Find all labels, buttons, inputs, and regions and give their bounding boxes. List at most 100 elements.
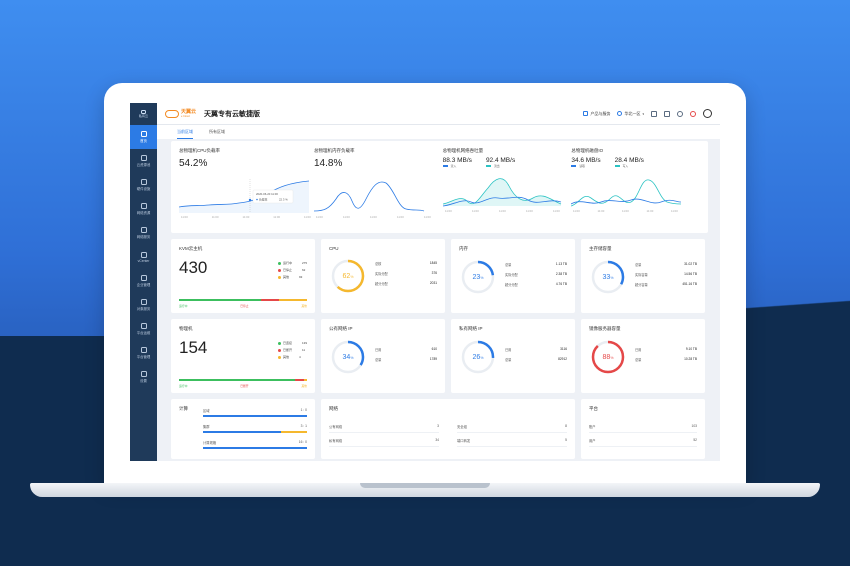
cpu-load-chart[interactable]: 2020-06-20 11:00 负载率 22.3 % 11:00 11:00 11… (179, 169, 314, 219)
legend-row: 已断开 11 (277, 348, 307, 352)
gauge-fill (461, 340, 495, 374)
gauge-body: 26% 已用 3116 总量 82912 (459, 338, 567, 376)
gauge-stat-value: 14.56 TB (684, 272, 697, 276)
network-row-value: 5 (565, 438, 567, 442)
sidebar-item-9[interactable]: 平台管理 (130, 341, 157, 365)
x-tick-label: 11:00 (316, 215, 323, 219)
gauge-stat-row: 实际分配 2.38 TB (505, 272, 567, 277)
legend-dot (277, 341, 281, 345)
chevron-down-icon: ▾ (642, 111, 644, 116)
x-tick-label: 11:00 (622, 209, 629, 213)
public-ip-gauge-card[interactable]: 公有网络 IP 34% 已用 610 总量 1789 (321, 319, 445, 393)
bar-segment (279, 299, 307, 301)
product-service-menu[interactable]: 产品与服务 (583, 111, 610, 117)
cpu-gauge-card[interactable]: CPU 62% 总核 1845 实际分配 376 超分分配 2031 (321, 239, 445, 313)
network-row[interactable]: 安全组 8 (457, 424, 567, 433)
gauge-fill (331, 340, 365, 374)
gauge-stats: 总核 1845 实际分配 376 超分分配 2031 (375, 261, 437, 291)
x-tick-label: 11:00 (212, 215, 219, 219)
legend-label: 已连接 (282, 341, 292, 345)
mem-load-chart[interactable]: 11:00 11:00 11:00 11:00 11:00 (314, 169, 434, 219)
sidebar-item-6[interactable]: 企业管理 (130, 269, 157, 293)
message-icon[interactable] (690, 110, 696, 117)
platform-row[interactable]: 用户 52 (589, 438, 697, 447)
avatar[interactable] (703, 109, 712, 118)
x-tick-label: 11:00 (445, 209, 452, 213)
legend-row: 运行中 275 (277, 261, 307, 265)
legend-label: 其他 (282, 355, 289, 359)
physical-card[interactable]: 物理机 154 已连接 139 已断开 11 其他 4 运行中 已断开 其他 (171, 319, 315, 393)
region-select[interactable]: 华北一区 ▾ (617, 111, 644, 117)
network-row[interactable]: 私有网络 34 (329, 438, 439, 447)
sidebar-item-8[interactable]: 平台运维 (130, 317, 157, 341)
platform-row[interactable]: 账户 103 (589, 424, 697, 433)
disk-io-chart[interactable]: 11:00 11:00 11:00 11:00 11:00 (571, 168, 682, 213)
storage-gauge-card[interactable]: 主存储容量 33% 总量 31.02 TB 实际容量 14.56 TB 超分容量 451.16… (581, 239, 705, 313)
gauge-stat-value: 10.28 TB (684, 357, 697, 361)
x-tick-label: 11:00 (343, 215, 350, 219)
sidebar-item-10[interactable]: 设置 (130, 365, 157, 389)
sidebar-item-3[interactable]: 网络资源 (130, 197, 157, 221)
gauge-fill (591, 340, 625, 374)
x-tick-label: 11:00 (397, 215, 404, 219)
gauge-ring: 33% (591, 260, 625, 294)
gauge-stat-row: 总量 1789 (375, 357, 437, 362)
physical-title: 物理机 (179, 326, 193, 331)
brand-name-en: e Cloud (181, 114, 190, 118)
tab-current-region[interactable]: 当前区域 (177, 126, 193, 139)
brand-logo[interactable]: 天翼云 e Cloud (165, 109, 196, 118)
gauge-ring: 34% (331, 340, 365, 374)
x-tick-label: 11:00 (424, 215, 431, 219)
sidebar-item-label: vCenter (137, 258, 150, 263)
sidebar-item-0[interactable]: 首页 (130, 125, 157, 149)
network-row[interactable]: 端口转发 5 (457, 438, 567, 447)
tooltip-dot (256, 198, 258, 201)
dashboard-content: 总物理机CPU负载率 54.2% 2020-06-20 11:00 负载率 22… (157, 141, 720, 461)
monitor-icon[interactable] (651, 110, 657, 117)
net-throughput-chart[interactable]: 11:00 11:00 11:00 11:00 11:00 (442, 168, 563, 213)
compute-row-value: 3 : 1 (300, 424, 307, 428)
hardware-icon (140, 179, 147, 185)
legend-row: 其他 93 (277, 275, 307, 279)
compute-row-label: 集群 (203, 425, 210, 429)
disk-write-label: 写入 (622, 164, 629, 168)
x-tick-label: 11:00 (647, 209, 654, 213)
sidebar-item-label: 对象服务 (136, 307, 151, 311)
sidebar-logo[interactable]: 私有云 (130, 103, 157, 125)
gauge-fill (591, 260, 625, 294)
private-ip-gauge-card[interactable]: 私有网络 IP 26% 已用 3116 总量 82912 (451, 319, 575, 393)
sidebar-item-1[interactable]: 云资源池 (130, 149, 157, 173)
sidebar-item-2[interactable]: 硬件设施 (130, 173, 157, 197)
network-card[interactable]: 网络 公有网络 3 私有网络 34 安全组 8 端口转发 5 (321, 399, 575, 459)
bar-label: 运行中 (179, 304, 188, 308)
image-gauge-card[interactable]: 镜像服务器容量 88% 已用 9.10 TB 总量 10.28 TB (581, 319, 705, 393)
gauge-stat-row: 总量 1.13 TB (505, 262, 567, 267)
laptop-notch (360, 483, 490, 488)
x-tick-label: 11:00 (370, 215, 377, 219)
legend-row: 已连接 139 (277, 341, 307, 345)
tab-all-regions[interactable]: 所有区域 (209, 129, 225, 134)
platform-card[interactable]: 平台 账户 103 用户 52 (581, 399, 705, 459)
kvm-card[interactable]: KVM云主机 430 运行中 275 已停止 62 其他 93 运行中 已停止 其他 (171, 239, 315, 313)
gauge-stat-value: 1.13 TB (555, 262, 567, 266)
sidebar-logo-label: 私有云 (138, 114, 148, 118)
x-tick-label: 11:00 (243, 215, 250, 219)
bell-icon[interactable] (677, 110, 683, 117)
net-in-label: 流入 (450, 164, 457, 168)
platform-row-value: 103 (691, 424, 697, 428)
sidebar-item-7[interactable]: 对象服务 (130, 293, 157, 317)
legend-label: 已停止 (282, 268, 292, 272)
gauge-stat-row: 已用 3116 (505, 347, 567, 352)
document-icon[interactable] (664, 110, 670, 117)
sidebar-item-5[interactable]: vCenter (130, 245, 157, 269)
progress-segment (203, 431, 281, 433)
sidebar-item-4[interactable]: 网络服务 (130, 221, 157, 245)
legend-value: 4 (298, 355, 301, 359)
memory-gauge-card[interactable]: 内存 23% 总量 1.13 TB 实际分配 2.38 TB 超分分配 4.76 TB (451, 239, 575, 313)
network-row-label: 安全组 (457, 425, 467, 429)
network-row-value: 3 (437, 424, 439, 428)
kvm-status-bar (179, 299, 307, 301)
gauge-stats: 已用 3116 总量 82912 (505, 347, 567, 367)
compute-card[interactable]: 计算 区域 1 : 0 集群 3 : 1 计算规格 16 : 0 (171, 399, 315, 459)
network-row[interactable]: 公有网络 3 (329, 424, 439, 433)
